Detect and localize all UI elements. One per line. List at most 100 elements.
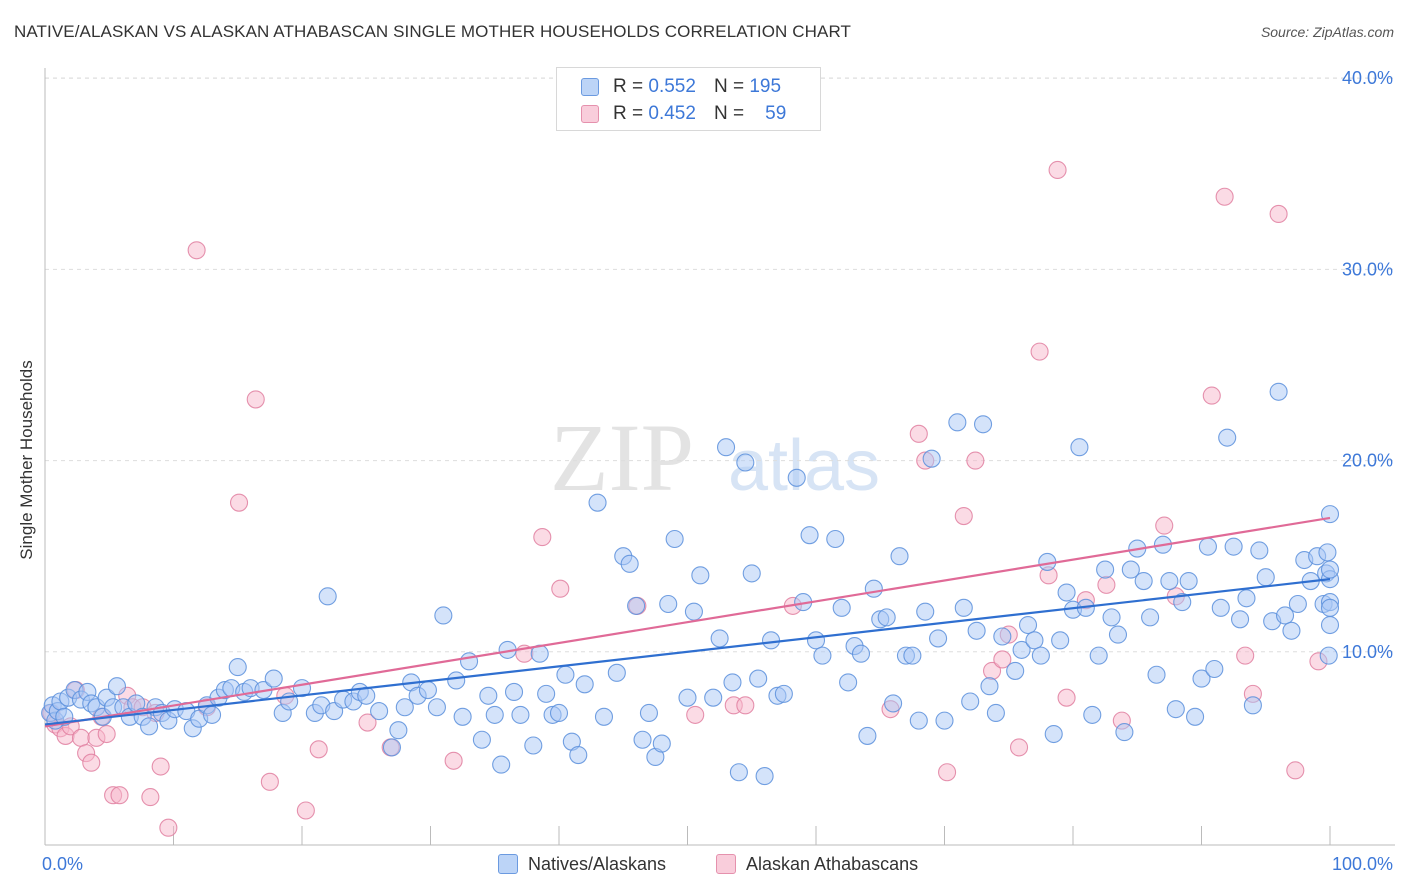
data-point-natives: [389, 721, 408, 740]
correlation-legend: R = 0.552 N = 195 R = 0.452 N = 59: [556, 67, 821, 131]
data-point-athabascans: [736, 696, 755, 715]
legend-swatch-pink: [581, 105, 599, 123]
data-point-natives: [1318, 543, 1337, 562]
legend-swatch-blue: [581, 78, 599, 96]
data-point-natives: [575, 675, 594, 694]
data-point-natives: [472, 730, 491, 749]
data-point-athabascans: [246, 390, 265, 409]
data-point-athabascans: [309, 740, 328, 759]
data-point-athabascans: [1202, 386, 1221, 405]
data-point-natives: [556, 665, 575, 684]
series-legend-natives[interactable]: Natives/Alaskans: [498, 852, 666, 876]
data-point-natives: [1018, 615, 1038, 635]
legend-n-label: N =: [713, 76, 745, 97]
legend-label-athabascans: Alaskan Athabascans: [746, 853, 919, 874]
legend-n-value: 195: [749, 76, 782, 97]
data-point-athabascans: [954, 506, 973, 526]
data-point-natives: [1115, 723, 1134, 742]
data-point-natives: [1012, 640, 1031, 659]
series-legend-athabascans[interactable]: Alaskan Athabascans: [716, 852, 918, 876]
chart-title: NATIVE/ALASKAN VS ALASKAN ATHABASCAN SIN…: [14, 22, 852, 41]
data-point-natives: [916, 602, 935, 621]
data-point-natives: [504, 682, 524, 702]
data-point-athabascans: [1269, 204, 1288, 224]
data-point-natives: [1108, 625, 1128, 644]
data-point-natives: [1218, 428, 1237, 447]
data-point-athabascans: [97, 724, 116, 744]
data-point-natives: [1231, 610, 1250, 629]
data-point-natives: [370, 702, 389, 721]
data-point-natives: [1224, 537, 1243, 556]
data-point-natives: [140, 717, 159, 736]
legend-r-value: 0.452: [648, 103, 696, 124]
data-point-natives: [993, 627, 1012, 646]
data-point-natives: [723, 673, 742, 692]
data-point-natives: [1275, 606, 1295, 625]
data-point-natives: [980, 677, 999, 696]
legend-swatch-pink: [716, 854, 736, 874]
data-point-natives: [742, 564, 761, 583]
trend-line-natives: [44, 578, 1331, 726]
data-point-natives: [107, 677, 127, 696]
data-point-natives: [716, 438, 736, 457]
data-point-natives: [549, 703, 569, 723]
data-point-natives: [1121, 560, 1140, 579]
data-point-athabascans: [551, 579, 570, 598]
data-point-natives: [1134, 572, 1153, 591]
y-tick-label: 30.0%: [1342, 259, 1393, 279]
data-point-natives: [1256, 568, 1275, 587]
data-point-athabascans: [1215, 187, 1234, 206]
data-point-natives: [903, 646, 922, 665]
data-point-natives: [800, 526, 819, 545]
data-point-natives: [639, 703, 659, 723]
data-point-natives: [228, 658, 247, 677]
data-point-athabascans: [966, 451, 985, 470]
y-tick-label: 20.0%: [1342, 451, 1393, 471]
data-point-natives: [1320, 615, 1340, 635]
data-point-natives: [524, 736, 543, 755]
y-tick-label: 40.0%: [1342, 68, 1393, 88]
data-point-natives: [884, 694, 903, 713]
data-point-natives: [1288, 594, 1307, 614]
data-point-athabascans: [1097, 575, 1116, 594]
data-point-natives: [395, 698, 414, 717]
data-point-athabascans: [993, 650, 1012, 669]
data-point-natives: [929, 629, 948, 648]
data-point-natives: [665, 529, 684, 549]
data-point-natives: [318, 587, 337, 606]
data-point-natives: [826, 529, 845, 549]
data-point-natives: [264, 669, 283, 688]
data-point-natives: [1025, 631, 1044, 650]
data-point-natives: [620, 554, 639, 573]
legend-row-natives: R = 0.552 N = 195: [581, 76, 781, 98]
data-point-natives: [1147, 665, 1166, 684]
data-point-natives: [1057, 583, 1076, 602]
data-point-athabascans: [444, 751, 463, 770]
data-point-athabascans: [260, 772, 279, 791]
data-point-natives: [1243, 696, 1262, 715]
data-point-natives: [633, 730, 652, 749]
data-point-natives: [1141, 608, 1160, 627]
watermark-zip: ZIP: [550, 404, 694, 511]
data-point-athabascans: [187, 241, 206, 260]
data-point-natives: [729, 763, 748, 782]
data-point-natives: [1198, 537, 1217, 556]
data-point-natives: [418, 680, 437, 700]
data-point-natives: [973, 415, 993, 434]
data-point-natives: [839, 673, 858, 692]
data-point-natives: [537, 684, 556, 703]
data-point-natives: [691, 566, 710, 585]
data-point-athabascans: [1009, 738, 1029, 757]
data-point-athabascans: [71, 728, 91, 747]
data-point-natives: [1166, 700, 1185, 719]
data-point-natives: [774, 684, 793, 703]
data-point-natives: [447, 671, 466, 690]
data-point-natives: [710, 629, 729, 648]
data-point-natives: [1211, 598, 1230, 617]
data-point-natives: [986, 703, 1005, 723]
data-point-natives: [961, 692, 980, 711]
data-point-natives: [1051, 631, 1070, 650]
data-point-natives: [434, 606, 453, 625]
data-point-natives: [203, 705, 222, 724]
data-point-athabascans: [82, 753, 101, 772]
